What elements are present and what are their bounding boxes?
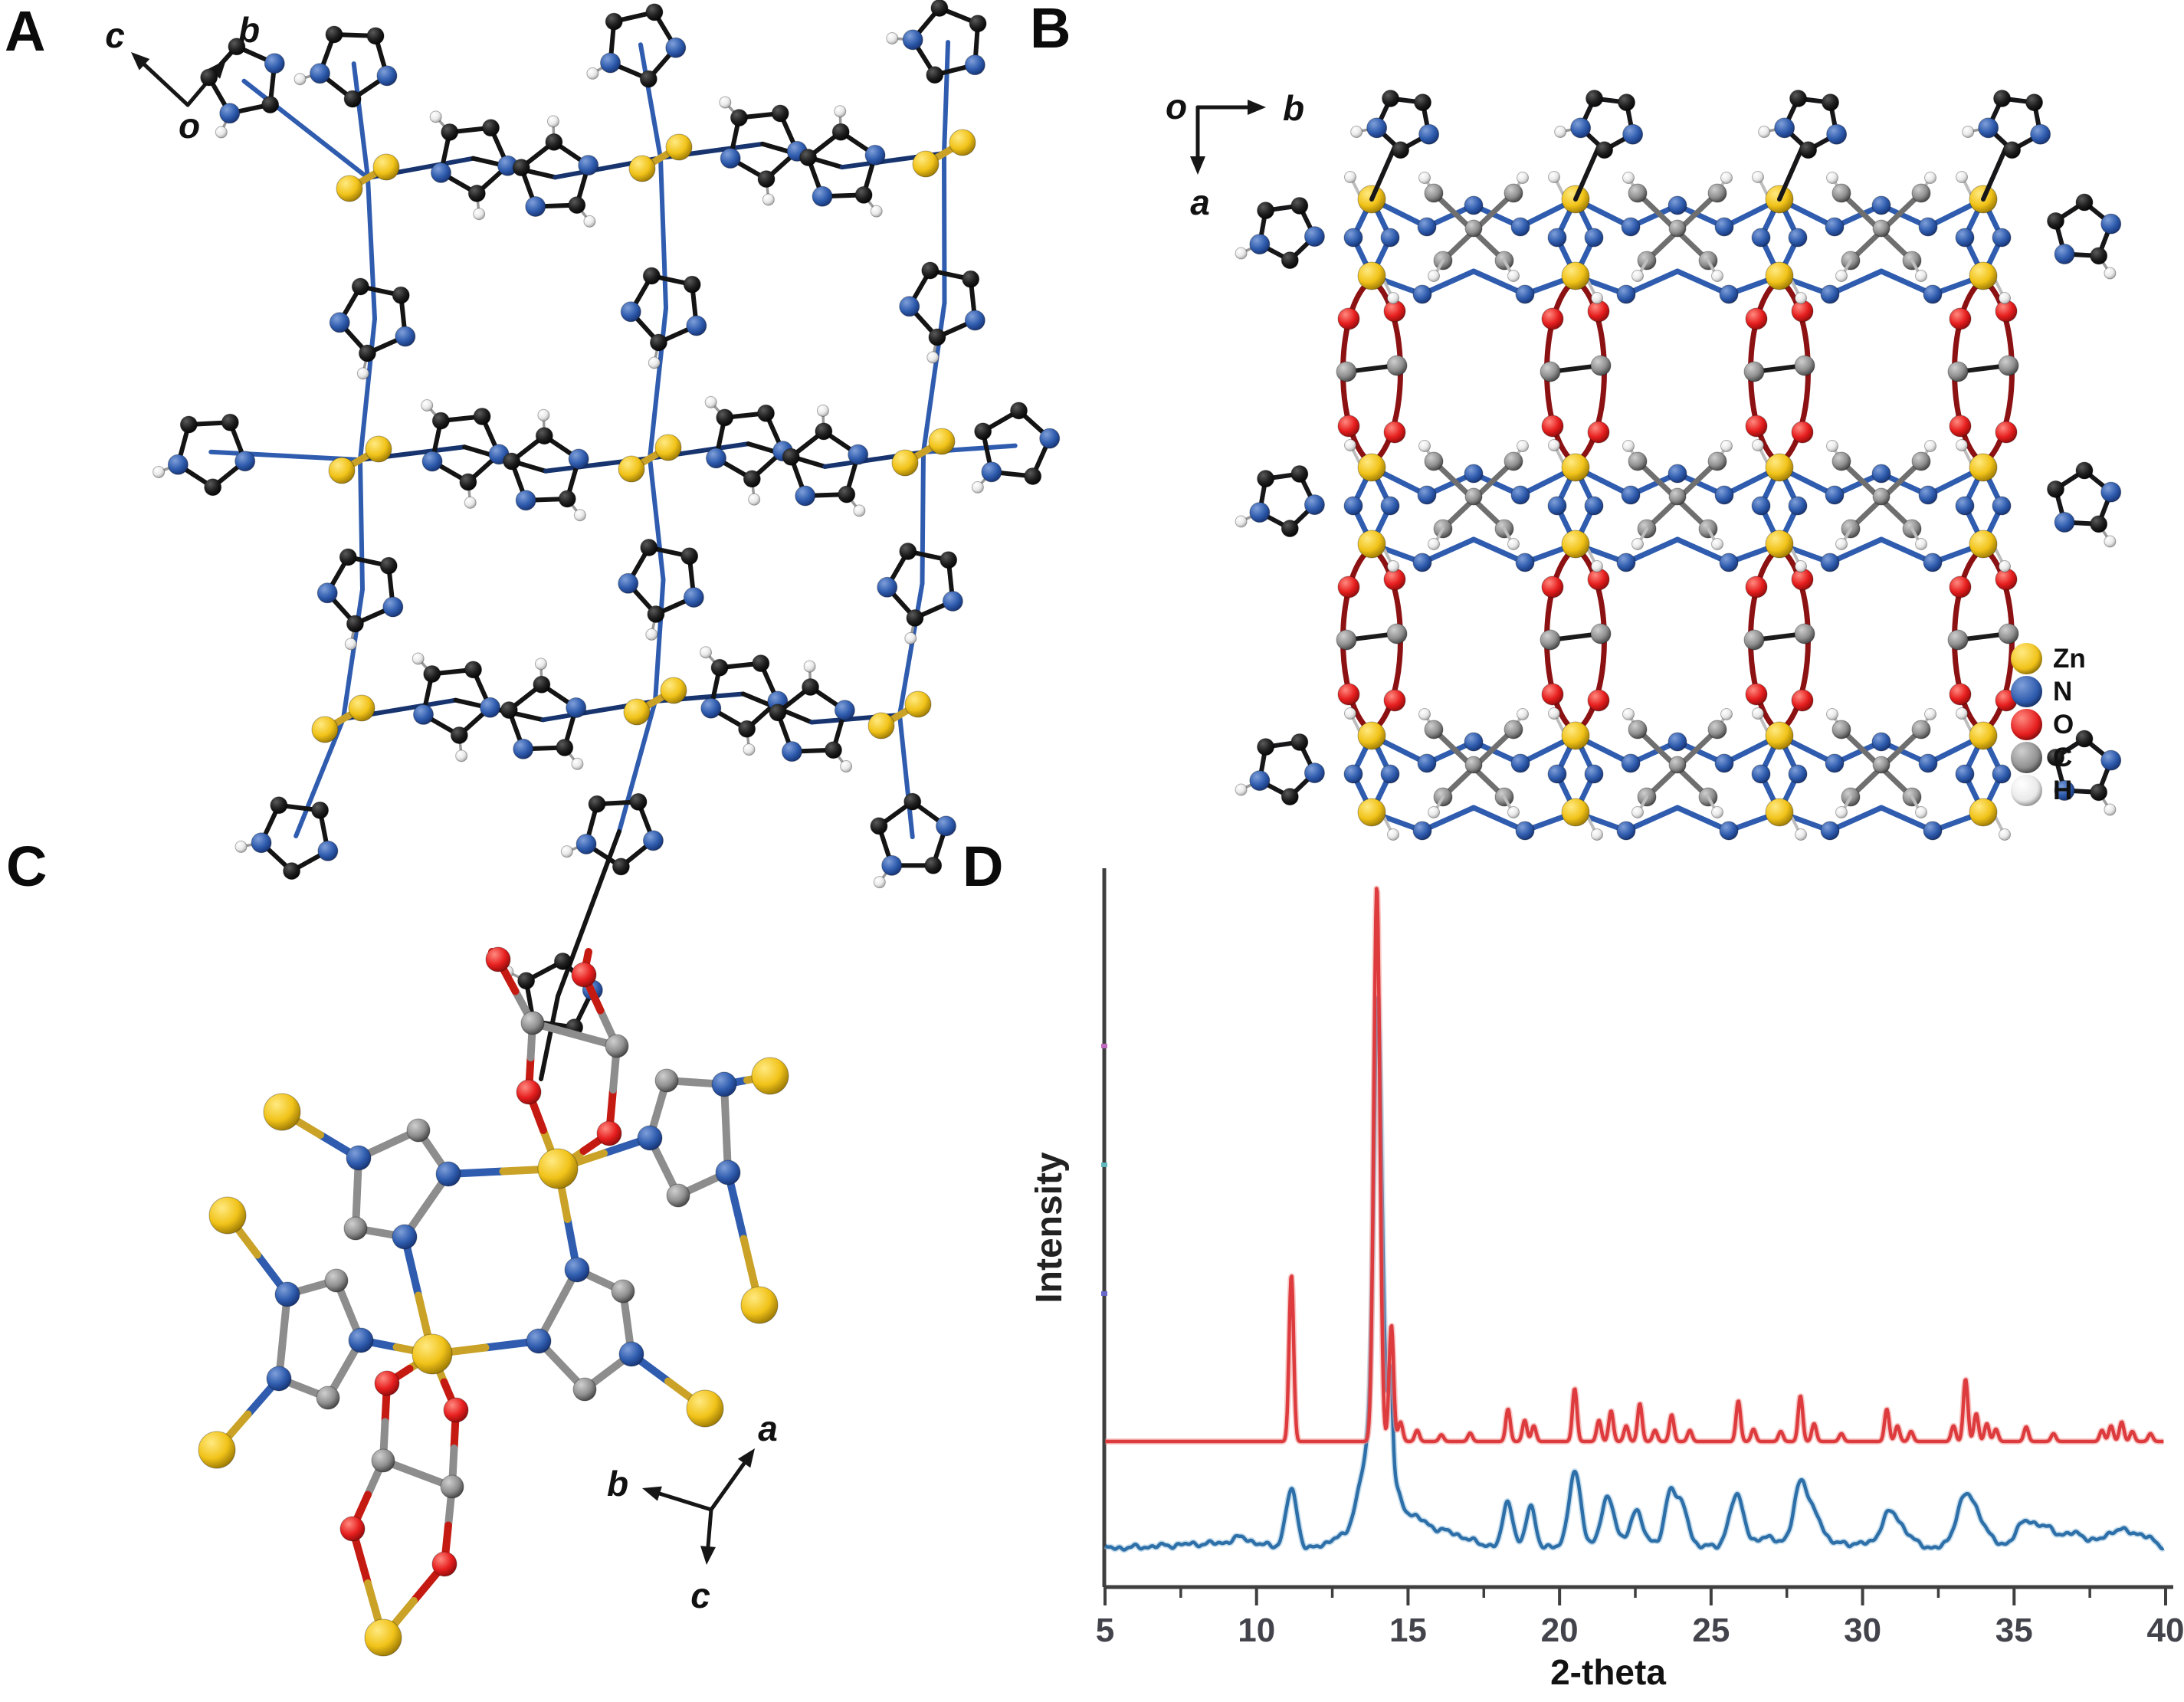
svg-text:c: c xyxy=(105,15,125,55)
legend-element-symbol: O xyxy=(2053,709,2074,740)
legend-element-symbol: Zn xyxy=(2053,643,2086,674)
legend-element-symbol: H xyxy=(2053,775,2073,805)
svg-text:a: a xyxy=(1190,182,1210,222)
legend-item-o: O xyxy=(2011,708,2179,741)
c-atom-swatch xyxy=(2011,742,2042,773)
svg-text:35: 35 xyxy=(1995,1612,2033,1649)
panel-a-structure: c bo xyxy=(105,0,1061,1081)
legend-item-h: H xyxy=(2011,774,2179,807)
n-atom-swatch xyxy=(2011,676,2042,707)
svg-text:30: 30 xyxy=(1844,1612,1881,1649)
h-atom-swatch xyxy=(2011,775,2042,806)
trace-simulated xyxy=(1103,885,2166,1445)
y-axis-color-mark xyxy=(1101,1291,1107,1296)
svg-text:b: b xyxy=(1283,88,1304,128)
y-axis-color-mark xyxy=(1101,1044,1107,1048)
trace-experimental xyxy=(1103,995,2166,1553)
svg-text:20: 20 xyxy=(1541,1612,1579,1649)
panel-b-structure: o b a xyxy=(1166,87,2122,841)
legend-element-symbol: N xyxy=(2053,676,2073,707)
y-axis-title: Intensity xyxy=(1029,1152,1070,1304)
svg-text:10: 10 xyxy=(1238,1612,1275,1649)
panel-a-label: A xyxy=(5,0,46,63)
o-atom-swatch xyxy=(2011,709,2042,740)
svg-text:40: 40 xyxy=(2147,1612,2184,1649)
x-axis-title: 2-theta xyxy=(1550,1652,1666,1692)
svg-text:o: o xyxy=(1166,87,1187,126)
chart-axes: 5 10 15 20 25 30 35 40 2-theta Intensity xyxy=(1029,868,2184,1692)
svg-text:a: a xyxy=(758,1408,778,1448)
svg-text:o: o xyxy=(179,106,200,146)
svg-text:5: 5 xyxy=(1096,1612,1114,1649)
zn-atom-swatch xyxy=(2011,643,2042,674)
legend-element-symbol: C xyxy=(2053,742,2073,772)
svg-text:c: c xyxy=(690,1576,710,1615)
legend-item-zn: Zn xyxy=(2011,642,2179,675)
panel-d-label: D xyxy=(962,835,1004,898)
y-axis-color-mark xyxy=(1101,1163,1107,1167)
atom-legend: Zn N O C H xyxy=(2011,642,2179,807)
panel-c-label: C xyxy=(6,835,48,898)
legend-item-c: C xyxy=(2011,741,2179,774)
xrd-chart: 5 10 15 20 25 30 35 40 2-theta Intensity xyxy=(1029,868,2184,1692)
svg-text:15: 15 xyxy=(1389,1612,1427,1649)
panel-b-label: B xyxy=(1030,0,1071,60)
panel-c-structure: a b c xyxy=(198,946,789,1657)
legend-item-n: N xyxy=(2011,675,2179,708)
svg-text:b: b xyxy=(607,1464,628,1504)
svg-text:25: 25 xyxy=(1692,1612,1730,1649)
